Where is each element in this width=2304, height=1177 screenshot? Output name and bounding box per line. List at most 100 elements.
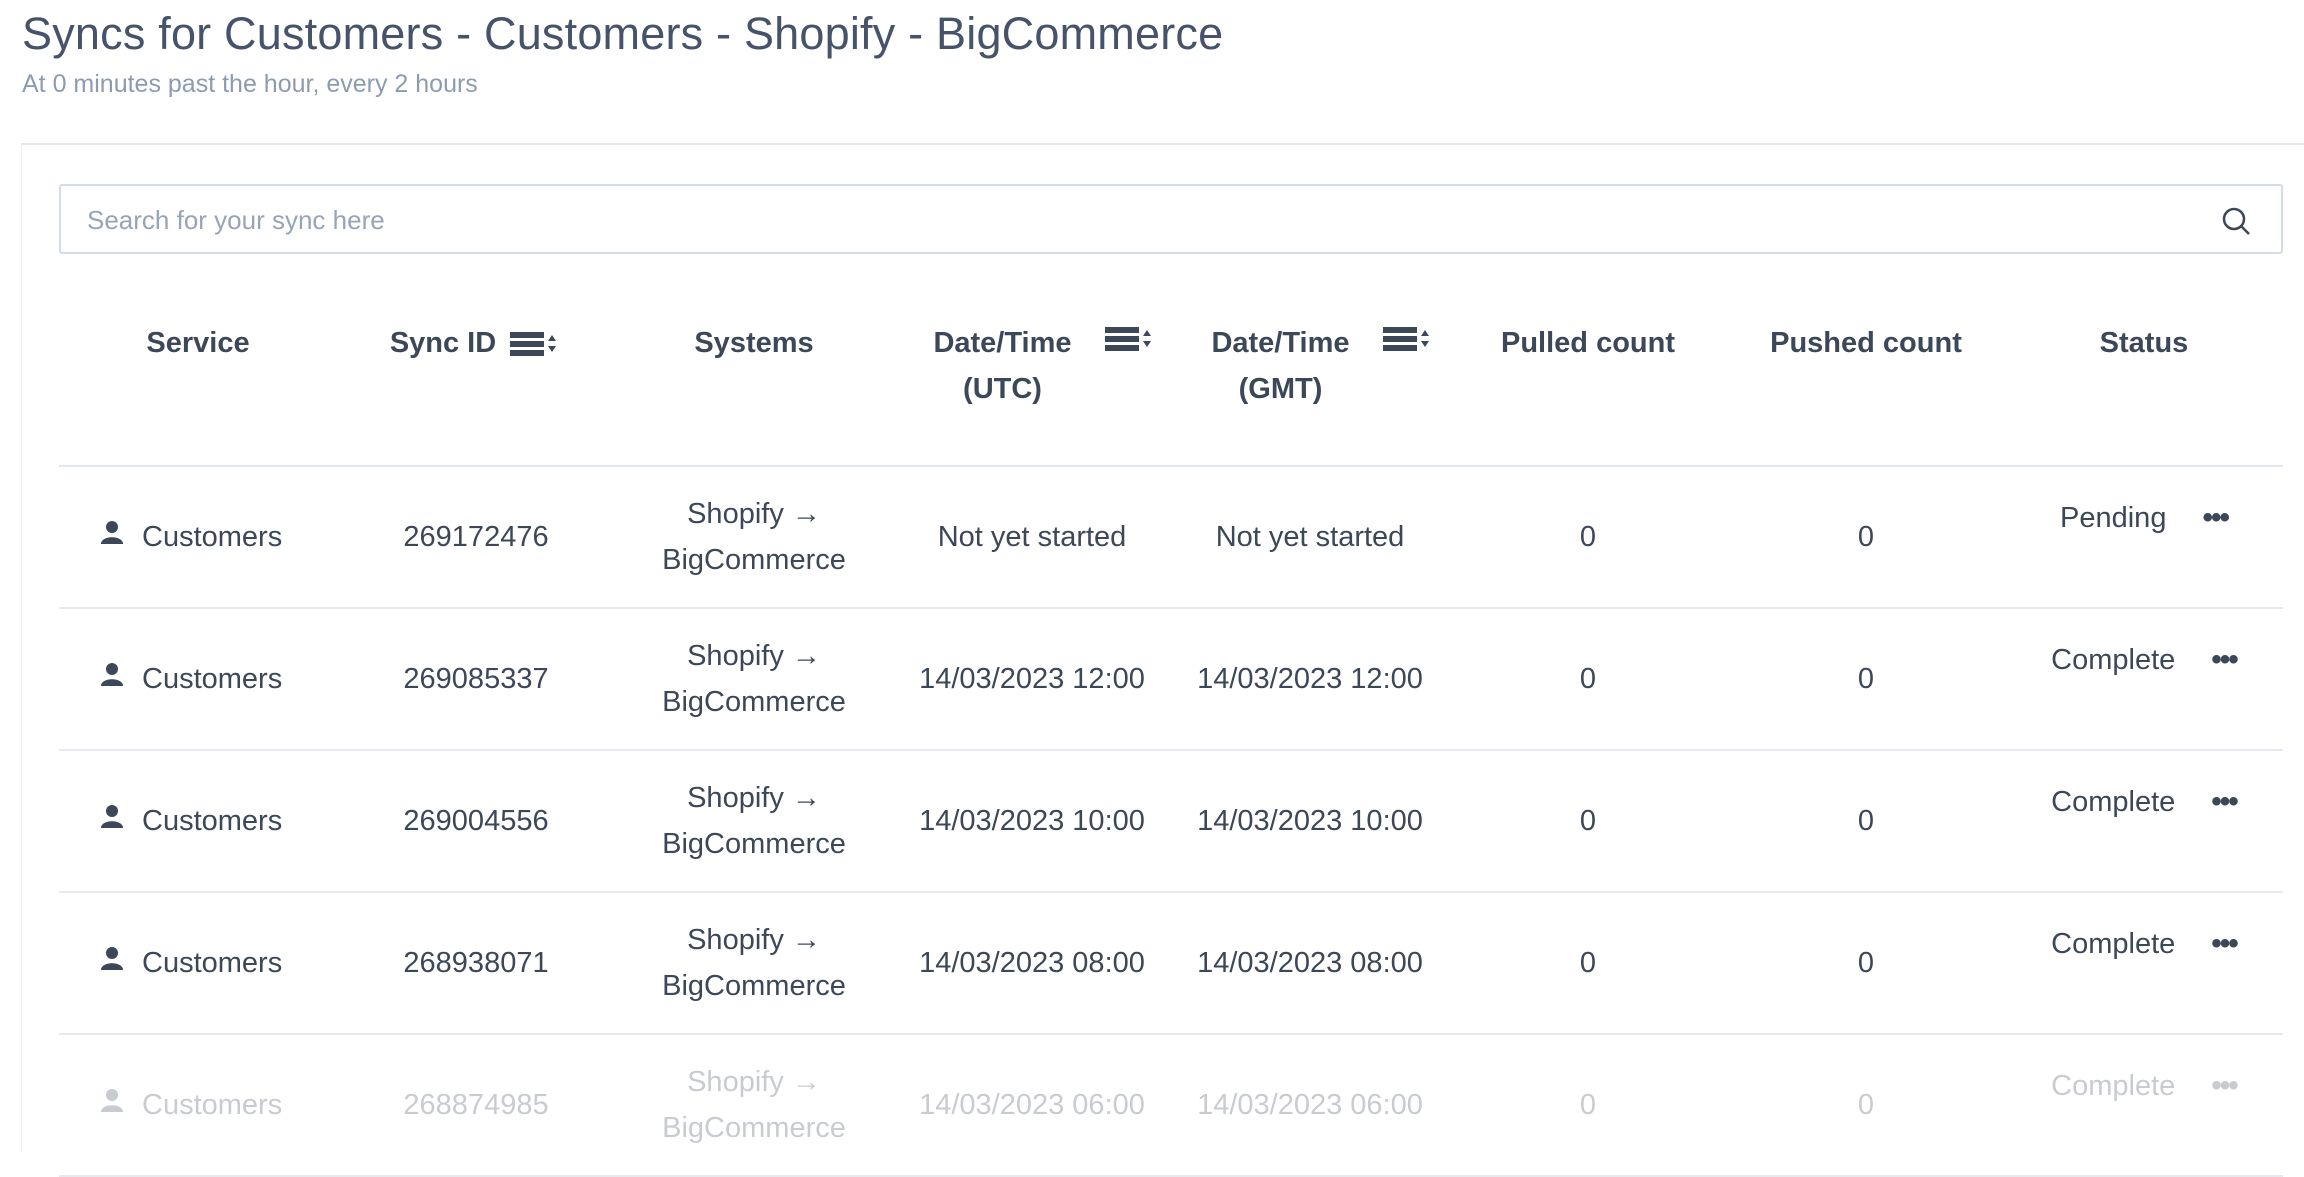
- column-label: Pulled count: [1501, 327, 1675, 359]
- datetime-gmt-cell: 14/03/2023 08:00: [1171, 892, 1449, 1035]
- service-name: Customers: [142, 1089, 283, 1121]
- column-header-pushed-count: Pushed count: [1727, 290, 2005, 467]
- arrow-right-icon: →: [791, 1066, 821, 1098]
- more-options-icon[interactable]: •••: [2202, 501, 2229, 534]
- syncs-table: Service Sync ID Systems Date/Time (UTC) Date/…: [59, 290, 2283, 1177]
- source-system: Shopify: [687, 498, 784, 530]
- more-options-icon[interactable]: •••: [2211, 1069, 2238, 1102]
- user-icon: [98, 798, 126, 844]
- column-header-systems: Systems: [615, 290, 893, 467]
- column-header-pulled-count: Pulled count: [1449, 290, 1727, 467]
- column-label: Sync ID: [389, 327, 497, 359]
- sync-id-cell: 269004556: [337, 750, 615, 893]
- column-label: Date/Time: [1211, 327, 1350, 359]
- status-text: Pending: [2060, 502, 2167, 534]
- pushed-count-cell: 0: [1727, 1034, 2005, 1177]
- column-header-date-timegmt[interactable]: Date/Time (GMT): [1171, 290, 1449, 467]
- sync-id-cell: 269172476: [337, 466, 615, 609]
- column-header-status: Status: [2005, 290, 2283, 467]
- search-input[interactable]: [85, 186, 2189, 254]
- systems-cell: Shopify → BigCommerce: [615, 750, 893, 893]
- service-name: Customers: [142, 805, 283, 837]
- user-icon: [98, 940, 126, 986]
- column-label: Date/Time: [933, 327, 1072, 359]
- datetime-gmt-cell: 14/03/2023 10:00: [1171, 750, 1449, 893]
- column-label: Status: [2099, 327, 2189, 359]
- pushed-count-cell: 0: [1727, 608, 2005, 751]
- source-system: Shopify: [687, 640, 784, 672]
- sync-id-cell: 269085337: [337, 608, 615, 751]
- pulled-count-cell: 0: [1449, 1034, 1727, 1177]
- target-system: BigCommerce: [662, 544, 846, 576]
- status-text: Complete: [2051, 928, 2176, 960]
- table-row[interactable]: Customers 268874985 Shopify → BigCommerce 14…: [59, 1034, 2283, 1177]
- more-options-icon[interactable]: •••: [2211, 927, 2238, 960]
- datetime-utc-cell: 14/03/2023 12:00: [893, 608, 1171, 751]
- service-cell: Customers: [59, 466, 337, 609]
- datetime-utc-cell: 14/03/2023 08:00: [893, 892, 1171, 1035]
- arrow-right-icon: →: [791, 640, 821, 672]
- source-system: Shopify: [687, 1066, 784, 1098]
- sort-icon[interactable]: [1383, 320, 1435, 351]
- service-cell: Customers: [59, 892, 337, 1035]
- service-name: Customers: [142, 521, 283, 553]
- user-icon: [98, 514, 126, 560]
- sync-id-cell: 268938071: [337, 892, 615, 1035]
- pushed-count-cell: 0: [1727, 750, 2005, 893]
- column-label: Service: [146, 327, 250, 359]
- status-text: Complete: [2051, 786, 2176, 818]
- user-icon: [98, 656, 126, 702]
- status-cell: Complete •••: [2005, 608, 2283, 751]
- systems-cell: Shopify → BigCommerce: [615, 1034, 893, 1177]
- arrow-right-icon: →: [791, 498, 821, 530]
- datetime-utc-cell: 14/03/2023 06:00: [893, 1034, 1171, 1177]
- source-system: Shopify: [687, 924, 784, 956]
- sort-icon[interactable]: [1105, 320, 1157, 351]
- datetime-utc-cell: 14/03/2023 10:00: [893, 750, 1171, 893]
- status-cell: Complete •••: [2005, 1034, 2283, 1177]
- sync-id-cell: 268874985: [337, 1034, 615, 1177]
- status-text: Complete: [2051, 1070, 2176, 1102]
- service-name: Customers: [142, 947, 283, 979]
- search-icon[interactable]: [2221, 206, 2251, 236]
- column-header-date-timeutc[interactable]: Date/Time (UTC): [893, 290, 1171, 467]
- table-row[interactable]: Customers 269172476 Shopify → BigCommerce No…: [59, 466, 2283, 609]
- pushed-count-cell: 0: [1727, 466, 2005, 609]
- service-cell: Customers: [59, 1034, 337, 1177]
- systems-cell: Shopify → BigCommerce: [615, 608, 893, 751]
- service-cell: Customers: [59, 750, 337, 893]
- sort-icon[interactable]: [510, 325, 562, 357]
- more-options-icon[interactable]: •••: [2211, 643, 2238, 676]
- source-system: Shopify: [687, 782, 784, 814]
- datetime-gmt-cell: 14/03/2023 12:00: [1171, 608, 1449, 751]
- status-cell: Complete •••: [2005, 892, 2283, 1035]
- target-system: BigCommerce: [662, 970, 846, 1002]
- service-name: Customers: [142, 663, 283, 695]
- status-text: Complete: [2051, 644, 2176, 676]
- datetime-gmt-cell: 14/03/2023 06:00: [1171, 1034, 1449, 1177]
- column-label: Systems: [694, 327, 814, 359]
- target-system: BigCommerce: [662, 1112, 846, 1144]
- column-sublabel: (UTC): [963, 373, 1042, 405]
- target-system: BigCommerce: [662, 828, 846, 860]
- search-box[interactable]: [59, 184, 2283, 254]
- more-options-icon[interactable]: •••: [2211, 785, 2238, 818]
- table-row[interactable]: Customers 269085337 Shopify → BigCommerce 14…: [59, 608, 2283, 751]
- status-cell: Pending •••: [2005, 466, 2283, 609]
- systems-cell: Shopify → BigCommerce: [615, 466, 893, 609]
- datetime-utc-cell: Not yet started: [893, 466, 1171, 609]
- systems-cell: Shopify → BigCommerce: [615, 892, 893, 1035]
- pulled-count-cell: 0: [1449, 466, 1727, 609]
- schedule-subtitle: At 0 minutes past the hour, every 2 hour…: [22, 70, 478, 98]
- arrow-right-icon: →: [791, 924, 821, 956]
- table-row[interactable]: Customers 268938071 Shopify → BigCommerce 14…: [59, 892, 2283, 1035]
- status-cell: Complete •••: [2005, 750, 2283, 893]
- pushed-count-cell: 0: [1727, 892, 2005, 1035]
- pulled-count-cell: 0: [1449, 750, 1727, 893]
- table-header-row: Service Sync ID Systems Date/Time (UTC) Date/…: [59, 290, 2283, 467]
- column-header-sync-id[interactable]: Sync ID: [337, 290, 615, 467]
- table-row[interactable]: Customers 269004556 Shopify → BigCommerce 14…: [59, 750, 2283, 893]
- pulled-count-cell: 0: [1449, 892, 1727, 1035]
- pulled-count-cell: 0: [1449, 608, 1727, 751]
- column-label: Pushed count: [1770, 327, 1962, 359]
